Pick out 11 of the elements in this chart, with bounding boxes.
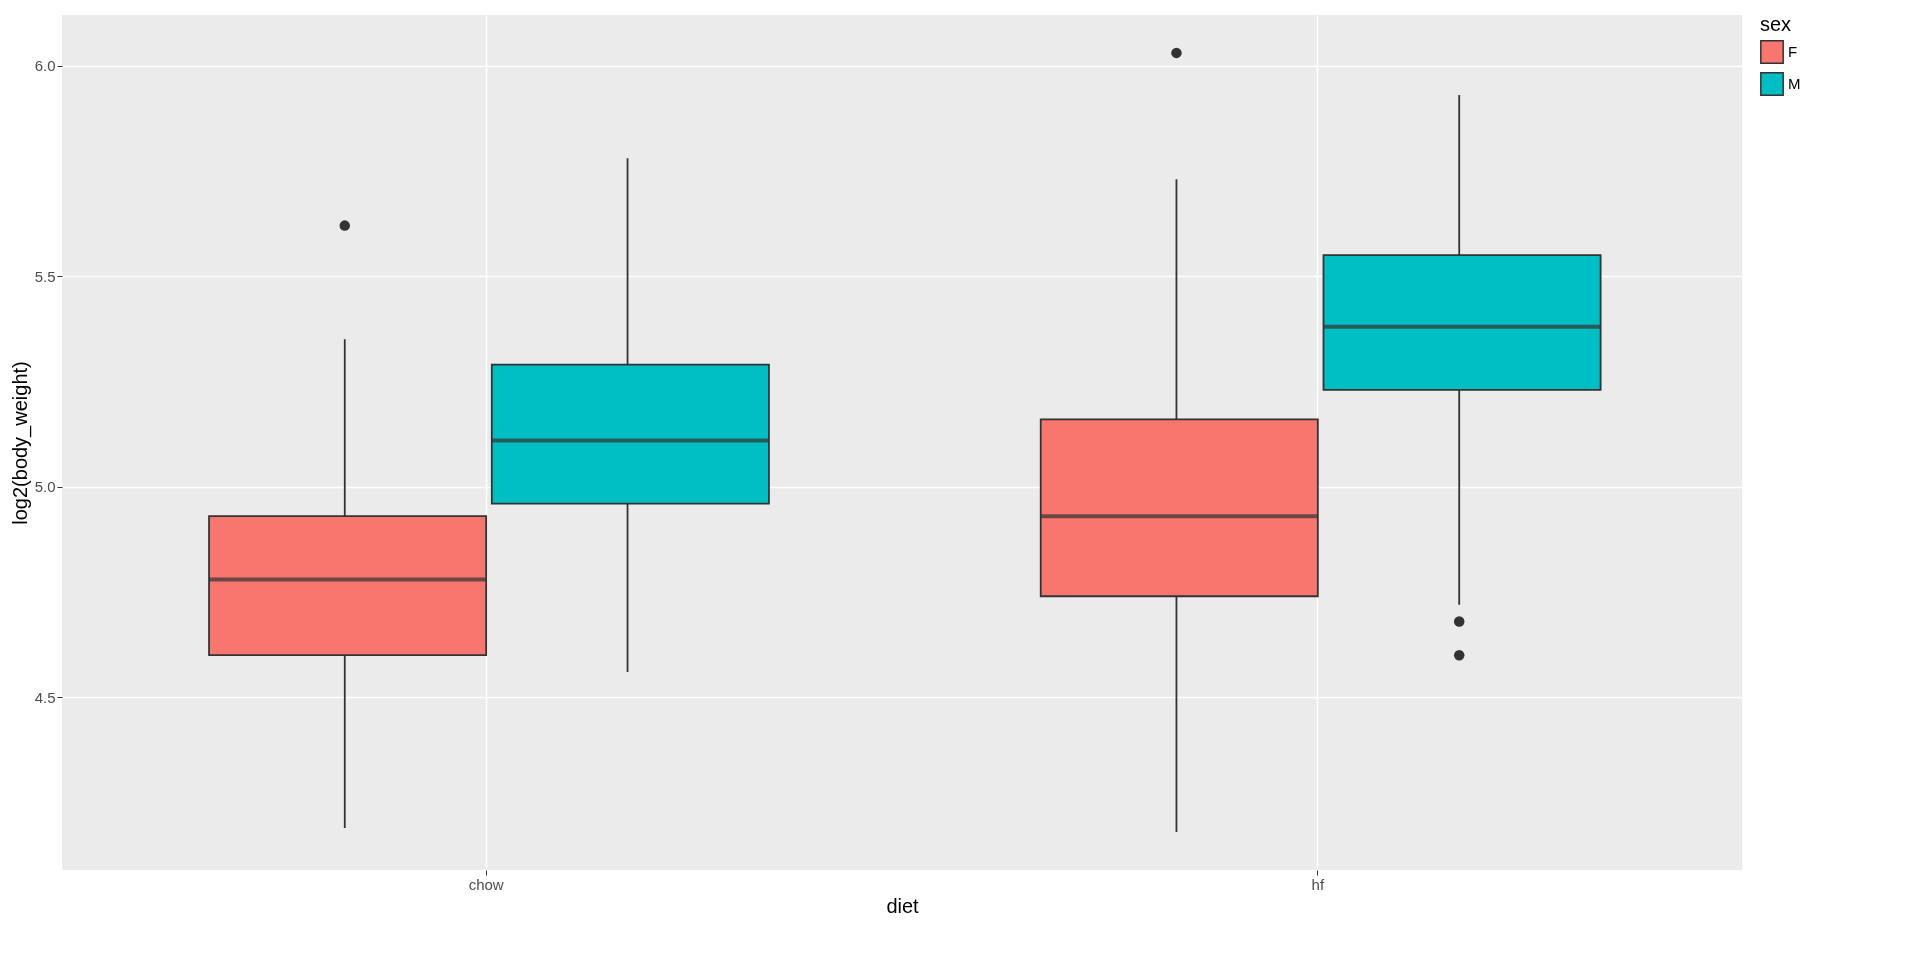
x-tick-label: hf xyxy=(1311,875,1325,893)
x-tick-label: chow xyxy=(468,875,504,893)
x-axis-title: diet xyxy=(886,894,920,917)
y-tick-label: 5.5 xyxy=(34,267,56,285)
legend-label: F xyxy=(1788,43,1798,60)
y-tick-label: 4.5 xyxy=(34,688,56,706)
legend-title: sex xyxy=(1760,13,1792,35)
y-tick-label: 6.0 xyxy=(34,57,56,75)
legend-label: M xyxy=(1788,75,1801,92)
y-tick-label: 5.0 xyxy=(34,478,56,496)
y-axis-title: log2(body_weight) xyxy=(8,361,32,525)
